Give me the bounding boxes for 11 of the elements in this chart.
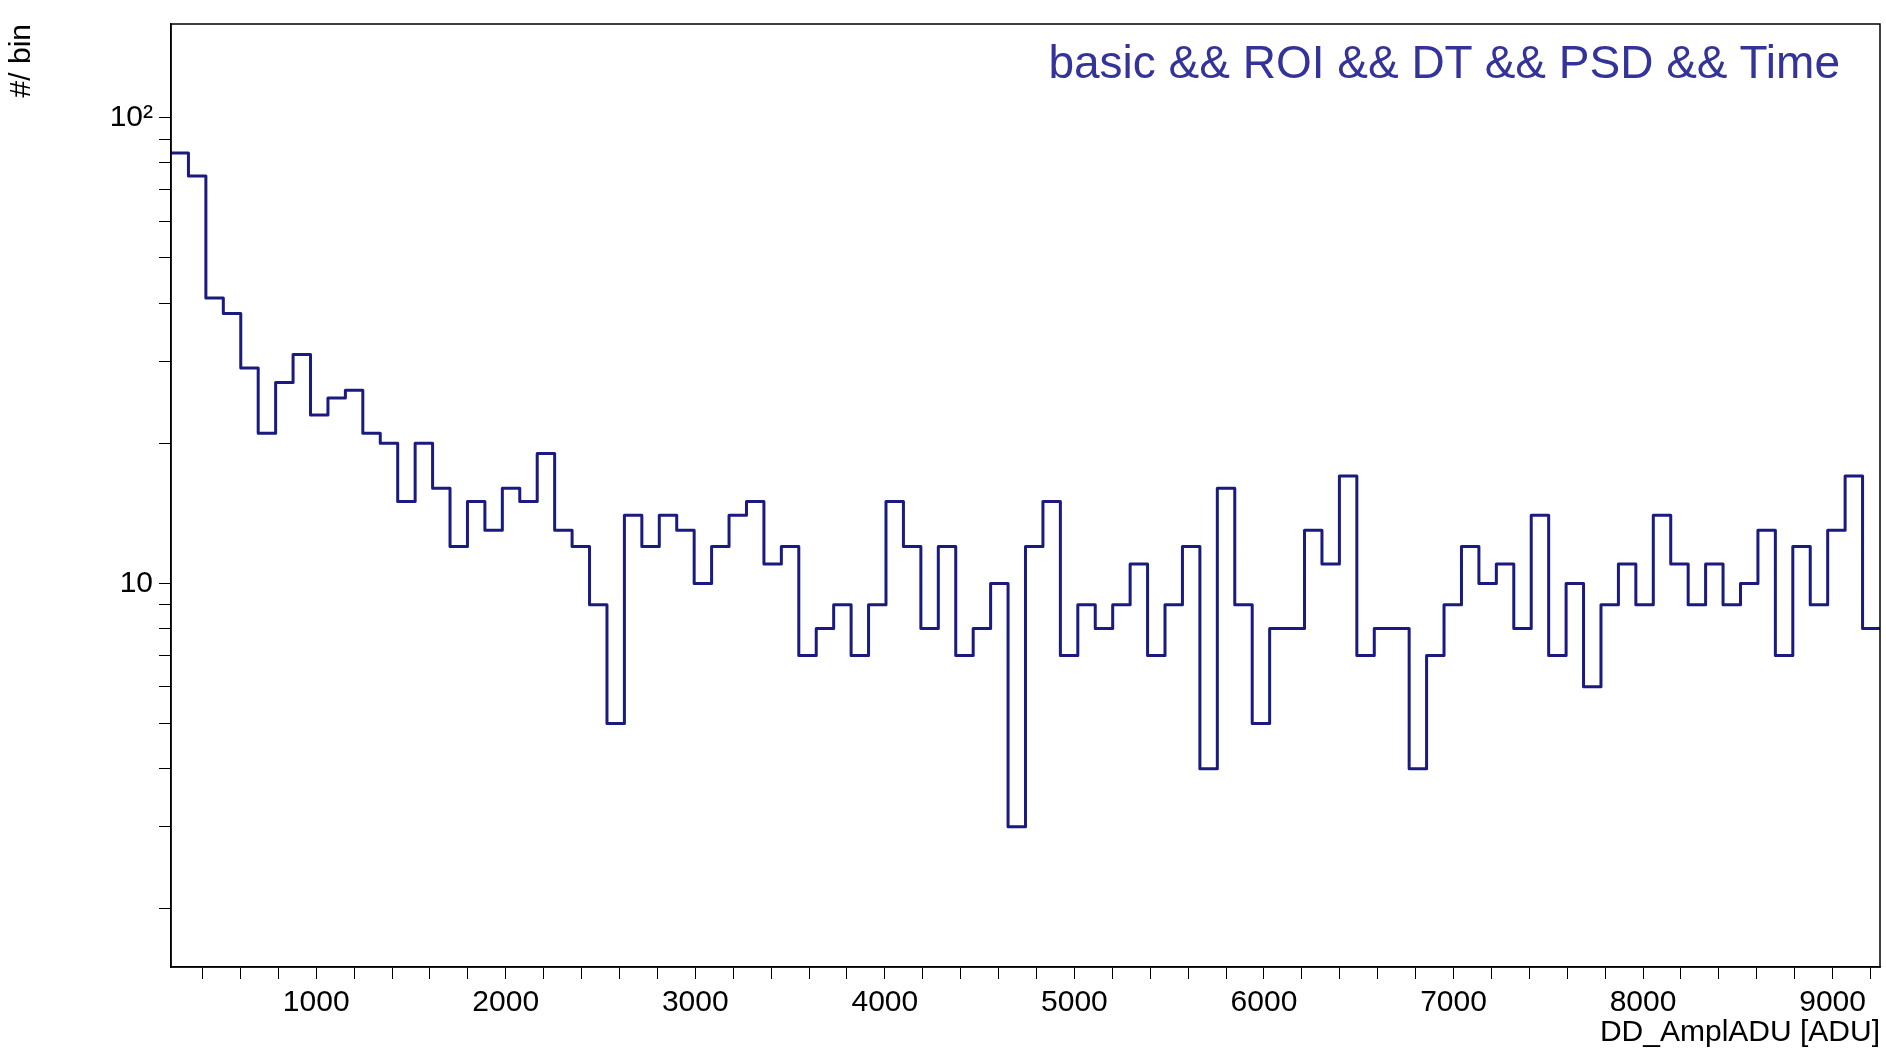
x-tick-label: 7000 bbox=[1420, 984, 1487, 1018]
x-tick-label: 1000 bbox=[282, 984, 350, 1018]
y-axis-title: #/ bin bbox=[3, 24, 37, 98]
x-tick-label: 3000 bbox=[661, 984, 729, 1018]
x-tick-label: 4000 bbox=[851, 984, 919, 1018]
y-tick-label: 10² bbox=[109, 99, 154, 133]
x-tick-label: 6000 bbox=[1230, 984, 1298, 1018]
y-tick-label: 10 bbox=[119, 564, 153, 598]
x-tick-label: 5000 bbox=[1041, 984, 1108, 1018]
x-tick-label: 2000 bbox=[472, 984, 540, 1018]
chart-title: basic && ROI && DT && PSD && Time bbox=[1048, 35, 1840, 88]
